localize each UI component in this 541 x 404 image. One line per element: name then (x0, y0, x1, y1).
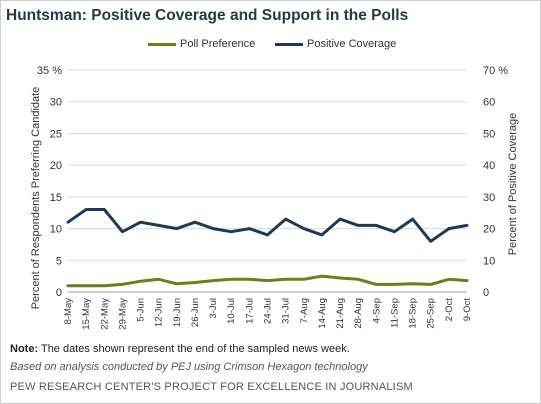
x-tick-label: 15-May (81, 298, 92, 330)
x-tick-label: 24-Jul (263, 298, 274, 324)
chart-title: Huntsman: Positive Coverage and Support … (6, 7, 409, 24)
gridlines (68, 69, 467, 293)
credit-line: Based on analysis conducted by PEJ using… (10, 361, 368, 373)
x-tick-label: 28-Aug (353, 298, 364, 329)
right-tick-label: 0 (483, 287, 489, 299)
series-lines (66, 208, 469, 288)
left-tick-label: 15 (50, 192, 62, 204)
right-tick-label: 40 (483, 160, 495, 172)
left-tick-label: 0 (56, 287, 62, 299)
x-tick-label: 7-Aug (299, 298, 310, 323)
right-tick-label: 20 (483, 224, 495, 236)
legend-label-poll-preference: Poll Preference (180, 38, 256, 50)
right-tick-label: 70 % (483, 65, 508, 77)
x-tick-label: 11-Sep (389, 298, 400, 328)
right-tick-label: 60 (483, 97, 495, 109)
x-tick-label: 5-Jun (136, 298, 147, 322)
note-label: Note: (10, 343, 39, 355)
legend-swatch-positive-coverage (275, 43, 303, 46)
x-tick-label: 4-Sep (371, 298, 382, 323)
legend-label-positive-coverage: Positive Coverage (307, 38, 397, 50)
left-tick-label: 30 (50, 97, 62, 109)
x-tick-label: 14-Aug (317, 298, 328, 329)
source-line: PEW RESEARCH CENTER'S PROJECT FOR EXCELL… (10, 381, 413, 393)
right-tick-label: 50 (483, 128, 495, 140)
x-axis-ticks: 8-May 15-May 22-May 29-May 5-Jun 12-Jun 19-Jun… (63, 298, 473, 330)
x-tick-label: 12-Jun (154, 298, 165, 327)
right-tick-label: 10 (483, 255, 495, 267)
left-tick-label: 20 (50, 160, 62, 172)
x-tick-label: 21-Aug (335, 298, 346, 329)
footnote: Note: The dates shown represent the end … (10, 343, 350, 355)
x-tick-label: 31-Jul (281, 298, 292, 324)
right-axis-ticks: 0 10 20 30 40 50 60 70 % (483, 65, 508, 299)
left-tick-label: 5 (56, 255, 62, 267)
left-axis-label: Percent of Respondents Preferring Candid… (30, 87, 42, 310)
left-tick-label: 10 (50, 224, 62, 236)
series-line-positive-coverage (66, 208, 469, 243)
x-tick-label: 8-May (63, 298, 74, 325)
x-tick-label: 10-Jul (226, 298, 237, 324)
right-axis-label: Percent of Positive Coverage (507, 113, 519, 255)
right-tick-label: 30 (483, 192, 495, 204)
left-tick-label: 35 % (37, 65, 62, 77)
x-tick-label: 29-May (117, 298, 128, 330)
left-tick-label: 25 (50, 128, 62, 140)
x-tick-label: 26-Jun (190, 298, 201, 327)
x-tick-label: 3-Jul (208, 298, 219, 319)
left-axis-ticks: 0 5 10 15 20 25 30 35 % (37, 65, 62, 299)
legend-swatch-poll-preference (148, 43, 176, 46)
series-line-poll-preference (66, 274, 469, 288)
x-tick-label: 22-May (99, 298, 110, 330)
x-tick-label: 19-Jun (172, 298, 183, 327)
x-tick-label: 25-Sep (426, 298, 437, 329)
x-tick-label: 18-Sep (408, 298, 419, 329)
note-text: The dates shown represent the end of the… (40, 343, 350, 355)
x-tick-label: 2-Oct (444, 298, 455, 322)
x-tick-label: 9-Oct (462, 298, 473, 322)
x-tick-label: 17-Jul (244, 298, 255, 324)
